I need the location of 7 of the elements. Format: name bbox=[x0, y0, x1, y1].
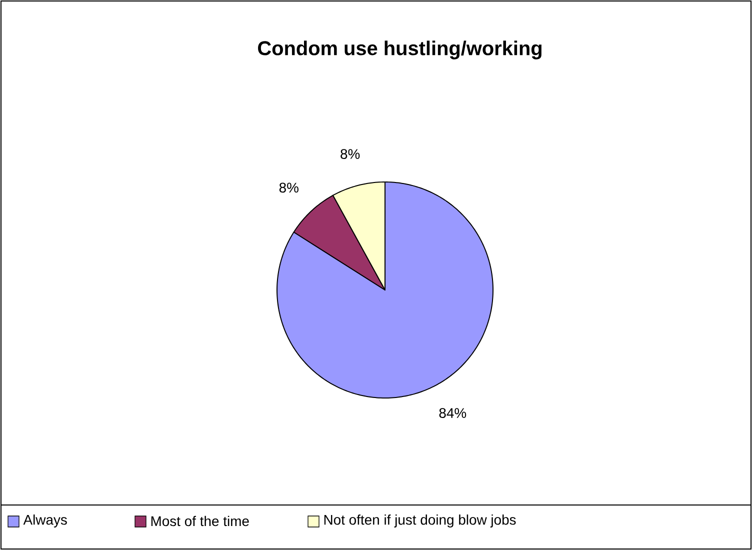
data-label: 8% bbox=[279, 182, 298, 193]
data-label: 8% bbox=[340, 149, 360, 159]
chart-title: Condom use hustling/working bbox=[258, 40, 542, 60]
data-label: 84% bbox=[439, 408, 466, 418]
legend-label: Most of the time bbox=[151, 516, 249, 526]
legend-label: Not often if just doing blow jobs bbox=[324, 514, 516, 528]
legend-label: Always bbox=[23, 514, 67, 528]
